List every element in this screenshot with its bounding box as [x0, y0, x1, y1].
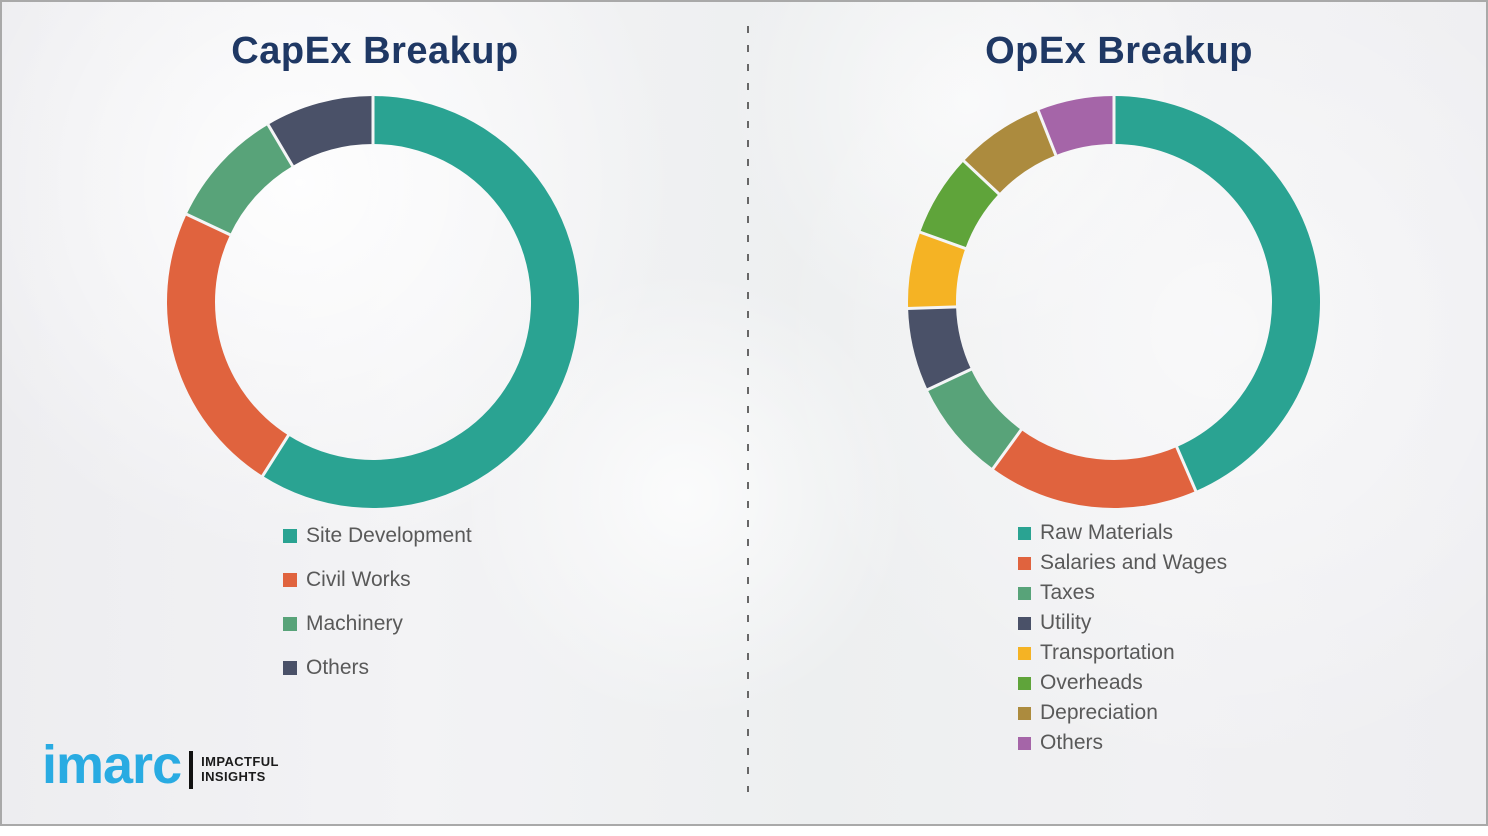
divider-dashed-line: [747, 26, 749, 792]
segment-separator: [1036, 108, 1058, 157]
opex-title: OpEx Breakup: [985, 30, 1253, 72]
legend-swatch-utility: [1018, 616, 1031, 630]
legend-label-machinery: Machinery: [306, 612, 403, 635]
legend-label-utility: Utility: [1040, 611, 1092, 634]
donut-segment-utility: [908, 306, 972, 390]
segment-separator: [185, 212, 232, 237]
legend-item-transportation: Transportation: [1018, 638, 1227, 668]
legend-item-others: Others: [1018, 728, 1227, 758]
donut-segment-taxes: [927, 369, 1022, 469]
donut-segment-depreciation: [963, 110, 1056, 194]
legend-swatch-others: [283, 661, 297, 675]
legend-label-depreciation: Depreciation: [1040, 701, 1158, 724]
donut-segment-others: [1038, 96, 1114, 156]
donut-segment-salaries-and-wages: [992, 429, 1196, 509]
donut-segment-site-development: [262, 96, 580, 508]
legend-swatch-raw-materials: [1018, 526, 1031, 540]
donut-segment-machinery: [186, 124, 293, 235]
donut-segment-raw-materials: [1114, 96, 1321, 492]
segment-separator: [962, 159, 1001, 196]
legend-label-site-development: Site Development: [306, 524, 472, 547]
imarc-brand-text: imarc: [42, 735, 182, 795]
legend-label-transportation: Transportation: [1040, 641, 1175, 664]
legend-swatch-transportation: [1018, 646, 1031, 660]
segment-separator: [926, 367, 973, 392]
legend-swatch-depreciation: [1018, 706, 1031, 720]
legend-swatch-civil-works: [283, 573, 297, 587]
legend-item-machinery: Machinery: [283, 602, 472, 646]
legend-item-salaries-and-wages: Salaries and Wages: [1018, 548, 1227, 578]
capex-legend: Site Development Civil Works Machinery Othe…: [283, 514, 472, 690]
legend-item-civil-works: Civil Works: [283, 558, 472, 602]
opex-panel: OpEx Breakup Raw Materials Salaries and W…: [750, 2, 1486, 824]
donut-segment-others: [268, 96, 373, 166]
legend-label-taxes: Taxes: [1040, 581, 1095, 604]
capex-donut-chart: [167, 95, 580, 508]
legend-swatch-salaries-and-wages: [1018, 556, 1031, 570]
legend-item-others: Others: [283, 646, 472, 690]
legend-item-depreciation: Depreciation: [1018, 698, 1227, 728]
segment-separator: [260, 433, 291, 478]
legend-label-salaries-and-wages: Salaries and Wages: [1040, 551, 1228, 574]
imarc-tagline: IMPACTFUL INSIGHTS: [201, 754, 279, 785]
donut-segment-civil-works: [167, 214, 289, 476]
segment-separator: [266, 123, 295, 168]
segment-separator: [907, 305, 958, 310]
legend-swatch-taxes: [1018, 586, 1031, 600]
legend-item-raw-materials: Raw Materials: [1018, 518, 1227, 548]
legend-item-utility: Utility: [1018, 608, 1227, 638]
capex-panel: CapEx Breakup Site Development Civil Work…: [2, 2, 748, 824]
legend-label-others: Others: [306, 656, 370, 679]
legend-label-overheads: Overheads: [1040, 671, 1143, 694]
legend-label-others: Others: [1040, 731, 1104, 754]
opex-donut-chart: [907, 95, 1321, 509]
imarc-tagline-line1: IMPACTFUL: [201, 754, 279, 770]
legend-swatch-site-development: [283, 529, 297, 543]
capex-title: CapEx Breakup: [231, 30, 519, 72]
segment-separator: [1174, 445, 1198, 493]
opex-legend: Raw Materials Salaries and Wages Taxes Util…: [1018, 518, 1227, 758]
logo-separator-bar: [189, 751, 194, 789]
legend-swatch-others: [1018, 736, 1031, 750]
legend-item-taxes: Taxes: [1018, 578, 1227, 608]
legend-item-overheads: Overheads: [1018, 668, 1227, 698]
imarc-logo: imarc IMPACTFUL INSIGHTS: [42, 738, 279, 792]
imarc-tagline-line2: INSIGHTS: [201, 769, 266, 784]
donut-segment-overheads: [920, 160, 999, 249]
legend-swatch-machinery: [283, 617, 297, 631]
segment-separator: [918, 230, 967, 251]
donut-segment-transportation: [907, 232, 966, 309]
legend-item-site-development: Site Development: [283, 514, 472, 558]
legend-swatch-overheads: [1018, 676, 1031, 690]
legend-label-raw-materials: Raw Materials: [1040, 521, 1174, 544]
segment-separator: [991, 428, 1023, 471]
legend-label-civil-works: Civil Works: [306, 568, 411, 591]
